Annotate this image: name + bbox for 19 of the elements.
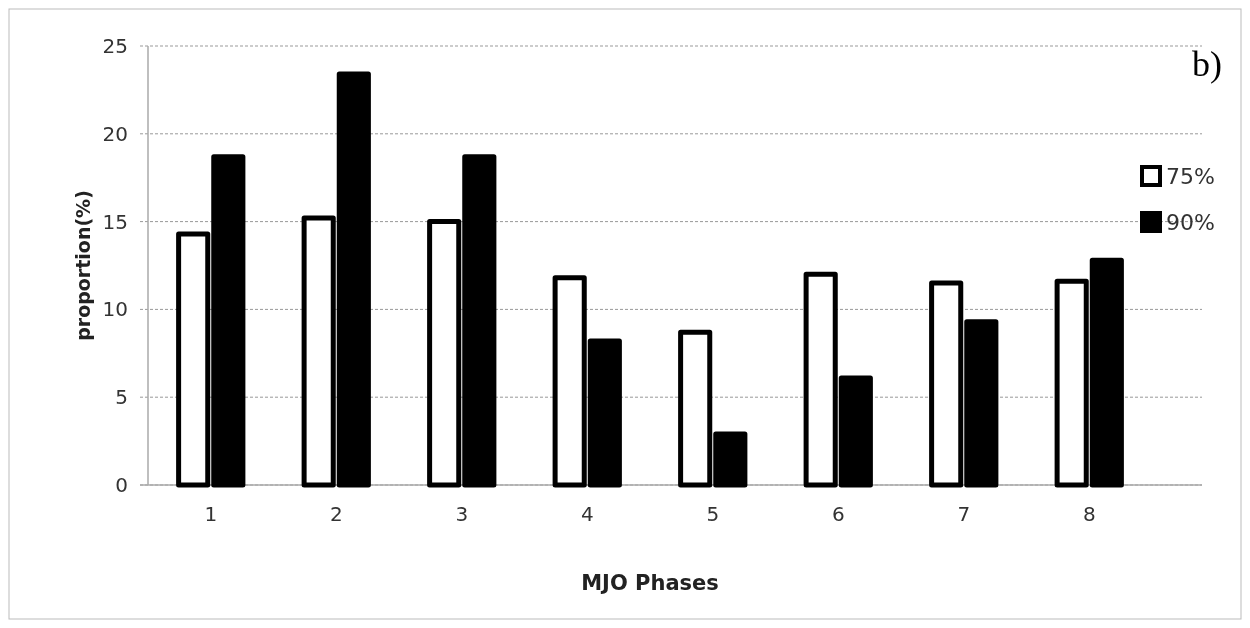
- x-tick-label: 5: [706, 502, 720, 526]
- x-tick-label: 4: [580, 502, 594, 526]
- y-tick-label: 10: [102, 297, 128, 322]
- y-tick-label: 15: [102, 209, 128, 234]
- y-tick-label: 20: [102, 121, 128, 146]
- y-tick-label: 25: [102, 34, 128, 58]
- legend-label: 90%: [1166, 209, 1215, 235]
- y-tick-label: 5: [115, 385, 128, 410]
- x-tick-label: 8: [1082, 502, 1096, 526]
- x-axis-title: MJO Phases: [581, 571, 719, 595]
- x-tick-label: 3: [455, 502, 469, 526]
- y-axis-title: proportion(%): [72, 190, 94, 341]
- y-tick-label: 0: [115, 473, 128, 497]
- x-tick-label: 1: [204, 502, 218, 526]
- annotation: b): [1192, 44, 1222, 84]
- x-tick-label: 2: [329, 502, 343, 526]
- x-tick-label: 6: [831, 502, 845, 526]
- legend-label: 75%: [1166, 163, 1215, 189]
- x-tick-label: 7: [957, 502, 971, 526]
